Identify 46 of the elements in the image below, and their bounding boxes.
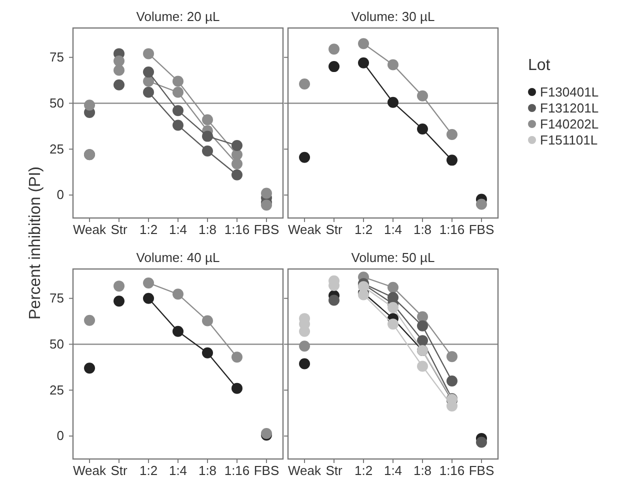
x-tick-label: 1:8 bbox=[198, 463, 217, 478]
x-tick-label: Weak bbox=[73, 463, 107, 478]
x-tick-label: Str bbox=[326, 222, 343, 238]
legend-title: Lot bbox=[528, 57, 551, 74]
legend-label: F151101L bbox=[540, 132, 598, 148]
x-tick-label: 1:2 bbox=[139, 222, 158, 238]
x-tick-label: 1:16 bbox=[439, 463, 465, 478]
x-tick-label: Str bbox=[110, 222, 128, 238]
chart-title: Volume: 30 µL bbox=[351, 9, 435, 24]
y-tick-label: 25 bbox=[50, 382, 64, 398]
x-tick-label: FBS bbox=[468, 463, 494, 478]
y-tick-label: 50 bbox=[50, 336, 64, 352]
x-tick-label: 1:4 bbox=[384, 222, 402, 238]
x-tick-label: 1:8 bbox=[413, 222, 432, 238]
x-tick-label: 1:2 bbox=[354, 463, 373, 478]
y-axis-title: Percent inhibition (PI) bbox=[27, 166, 44, 320]
x-tick-label: 1:16 bbox=[439, 222, 465, 238]
x-tick-label: 1:16 bbox=[224, 222, 250, 238]
x-tick-label: 1:16 bbox=[224, 463, 250, 478]
y-tick-label: 75 bbox=[50, 290, 64, 306]
x-tick-label: 1:8 bbox=[413, 463, 432, 478]
x-tick-label: FBS bbox=[254, 222, 280, 238]
x-tick-label: Str bbox=[110, 463, 128, 478]
chart-title: Volume: 50 µL bbox=[351, 250, 435, 265]
x-tick-label: 1:2 bbox=[354, 222, 373, 238]
legend-label: F130401L bbox=[540, 84, 599, 100]
x-tick-label: Str bbox=[326, 463, 343, 478]
chart-title: Volume: 40 µL bbox=[136, 250, 220, 265]
y-tick-label: 25 bbox=[50, 141, 64, 156]
x-tick-label: 1:4 bbox=[384, 463, 402, 478]
x-tick-label: Weak bbox=[288, 222, 322, 238]
x-tick-label: 1:4 bbox=[168, 463, 188, 478]
x-tick-label: Weak bbox=[288, 463, 322, 478]
x-tick-label: 1:8 bbox=[198, 222, 217, 238]
y-tick-label: 50 bbox=[50, 95, 64, 110]
y-tick-label: 0 bbox=[56, 187, 64, 202]
y-tick-label: 0 bbox=[56, 428, 64, 444]
x-tick-label: 1:4 bbox=[168, 222, 188, 238]
x-tick-label: 1:2 bbox=[139, 463, 158, 478]
x-tick-label: FBS bbox=[254, 463, 280, 478]
x-tick-label: FBS bbox=[468, 222, 494, 238]
legend-label: F140202L bbox=[540, 116, 599, 132]
chart-title: Volume: 20 µL bbox=[136, 9, 220, 24]
y-tick-label: 75 bbox=[50, 50, 64, 65]
legend-label: F131201L bbox=[540, 100, 599, 116]
x-tick-label: Weak bbox=[73, 222, 107, 238]
